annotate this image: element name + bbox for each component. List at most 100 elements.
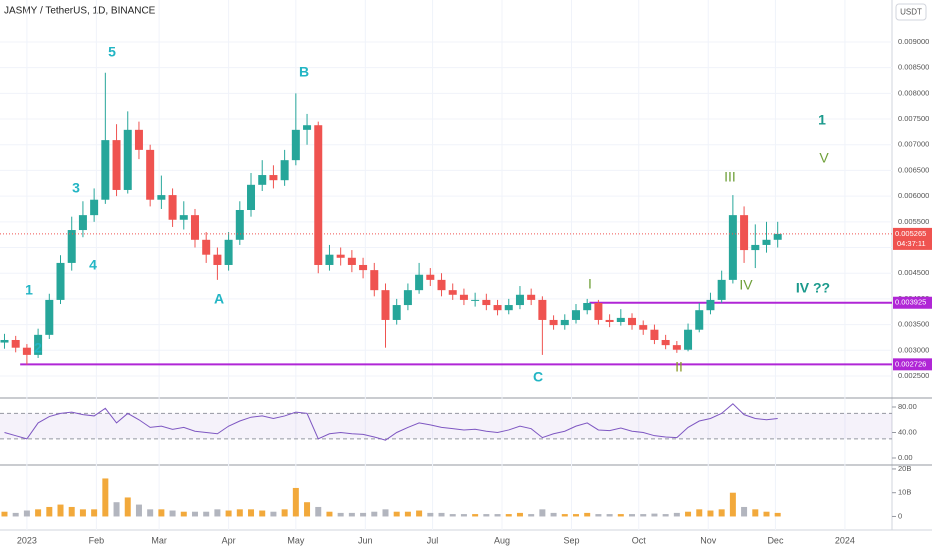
y-tick-label: 0.006500 [898, 165, 929, 174]
candle-body [515, 294, 524, 306]
volume-bar [483, 514, 490, 517]
volume-bar [662, 514, 669, 517]
level-label: 0.003925 [895, 298, 926, 307]
wave-label: C [533, 369, 543, 385]
candle-body [459, 294, 468, 300]
volume-bar [371, 511, 378, 517]
candle-body [639, 325, 648, 330]
volume-bar [438, 512, 445, 517]
candle-body [773, 233, 782, 240]
volume-bar [315, 506, 322, 517]
volume-bar [516, 512, 523, 517]
candle-body [415, 274, 424, 291]
candle-body [482, 299, 491, 306]
x-tick-label: 2023 [17, 535, 37, 545]
candle-body [123, 129, 132, 190]
volume-bar [337, 512, 344, 517]
wave-label: V [819, 150, 829, 166]
volume-bar [416, 510, 423, 517]
volume-bar [203, 511, 210, 517]
y-tick-label: 0.004500 [898, 268, 929, 277]
candle-body [448, 290, 457, 295]
candle-body [527, 294, 536, 300]
volume-bar [449, 514, 456, 517]
level-tag [893, 296, 932, 309]
rsi-tick-label: 80.00 [898, 402, 917, 411]
volume-tick-label: 10B [898, 488, 911, 497]
x-tick-label: May [287, 535, 305, 545]
candle-body [403, 290, 412, 306]
volume-bar [225, 510, 232, 517]
candle-body [740, 215, 749, 251]
volume-bar [214, 509, 221, 517]
candle-body [571, 310, 580, 320]
volume-bar [494, 514, 501, 517]
wave-label: 1 [818, 112, 826, 128]
candle-body [493, 305, 502, 311]
wave-label: 5 [108, 44, 116, 60]
candle-body [22, 347, 31, 355]
candle-body [672, 345, 681, 350]
candle-body [258, 175, 267, 185]
candle-body [616, 317, 625, 323]
volume-bar [135, 504, 142, 517]
x-tick-label: Dec [767, 535, 784, 545]
volume-bar [292, 487, 299, 517]
volume-bar [1, 511, 8, 517]
candle-body [314, 125, 323, 265]
y-tick-label: 0.008500 [898, 63, 929, 72]
candle-body [0, 339, 9, 343]
y-tick-label: 0.003500 [898, 320, 929, 329]
y-tick-label: 0.006000 [898, 191, 929, 200]
level-label: 0.002726 [895, 359, 926, 368]
volume-bar [651, 513, 658, 517]
volume-bar [718, 509, 725, 517]
candle-body [134, 129, 143, 150]
wave-label: III [724, 169, 736, 185]
volume-bar [707, 510, 714, 517]
last-price-tag [893, 227, 932, 250]
candle-body [101, 140, 110, 200]
candle-body [247, 184, 256, 210]
volume-bar [774, 512, 781, 517]
candle-body [347, 257, 356, 265]
currency-button[interactable] [895, 3, 927, 21]
candle-body [728, 215, 737, 280]
volume-bar [57, 504, 64, 517]
volume-bar [79, 509, 86, 517]
wave-label: IV [739, 277, 753, 293]
volume-bar [752, 509, 759, 517]
volume-bar [629, 514, 636, 517]
volume-bar [673, 512, 680, 517]
candle-body [583, 302, 592, 311]
currency-label[interactable]: USDT [900, 8, 922, 17]
volume-bar [729, 492, 736, 517]
candle-body [11, 339, 20, 348]
volume-tick-label: 0 [898, 511, 902, 520]
volume-bar [102, 478, 109, 517]
x-tick-label: Mar [151, 535, 167, 545]
x-tick-label: Oct [632, 535, 647, 545]
candle-body [717, 279, 726, 300]
candle-body [504, 305, 513, 311]
volume-bar [427, 512, 434, 517]
volume-tick-label: 20B [898, 464, 911, 473]
candle-body [538, 299, 547, 320]
symbol-title: JASMY / TetherUS, 1D, BINANCE [4, 6, 156, 17]
y-tick-label: 0.002500 [898, 371, 929, 380]
candle-body [695, 310, 704, 330]
volume-bar [550, 512, 557, 517]
volume-bar [685, 511, 692, 517]
wave-label: 4 [89, 257, 97, 273]
candle-body [594, 302, 603, 320]
volume-bar [539, 509, 546, 517]
volume-bar [584, 512, 591, 517]
candle-body [280, 160, 289, 181]
volume-bar [147, 509, 154, 517]
volume-bar [763, 511, 770, 517]
volume-bar [561, 514, 568, 517]
x-tick-label: Sep [563, 535, 579, 545]
y-tick-label: 0.007000 [898, 140, 929, 149]
